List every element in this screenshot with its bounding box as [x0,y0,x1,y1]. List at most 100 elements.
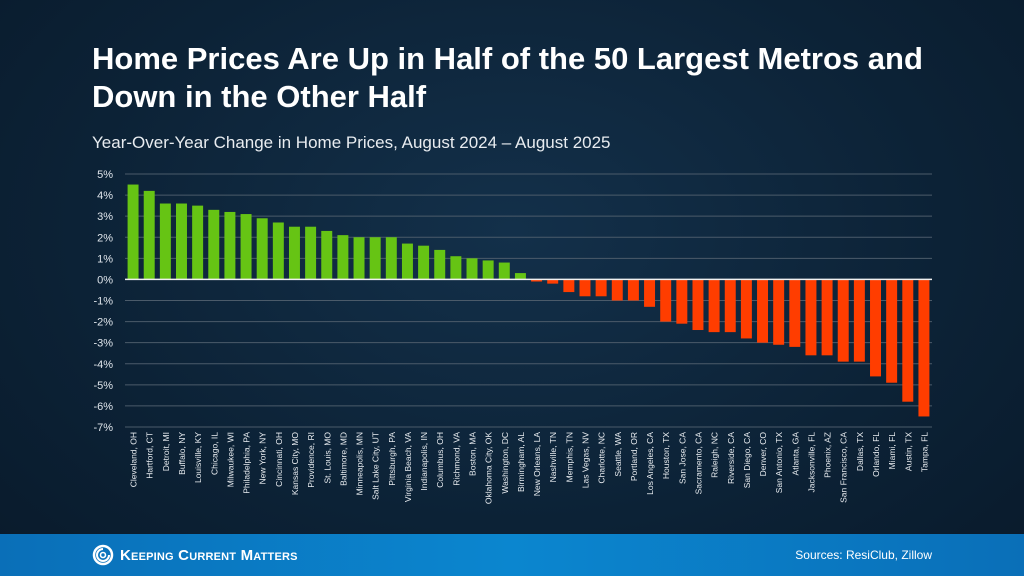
bar [757,279,769,343]
bar [127,184,139,280]
bar [627,279,639,301]
x-tick-label: Detroit, MI [161,432,171,471]
x-tick-label: Austin, TX [903,432,913,471]
bar-chart: 5% 4% 3% 2% 1% 0% -1% -2% -3% -4% -5% -6% -7% Clevela… [93,169,932,504]
x-tick-label: San Jose, CA [677,432,687,484]
bar [337,235,349,280]
bar [708,279,720,333]
x-tick-label: Portland, OR [629,432,639,481]
logo: Keeping Current Matters [92,544,298,566]
x-tick-label: Buffalo, NY [177,432,187,475]
x-tick-label: Atlanta, GA [790,432,800,476]
x-tick-label: Baltimore, MD [338,432,348,486]
bar [660,279,672,322]
bar [192,205,204,280]
x-tick-label: Hartford, CT [145,432,155,479]
bar [902,279,914,402]
bar [498,262,510,280]
bar [547,279,559,284]
y-tick-label: -2% [93,317,113,329]
x-tick-label: Oklahoma City, OK [484,432,494,504]
x-tick-label: Providence, RI [306,432,316,488]
y-tick-label: -7% [93,422,113,434]
y-tick-label: 2% [97,232,113,244]
y-tick-label: 5% [97,169,113,181]
y-tick-label: -4% [93,359,113,371]
x-tick-label: Nashville, TN [548,432,558,482]
x-tick-label: Houston, TX [661,432,671,479]
x-tick-label: Columbus, OH [435,432,445,488]
bar [240,214,252,280]
x-tick-label: Washington, DC [500,432,510,494]
x-tick-label: Los Angeles, CA [645,432,655,495]
bar [482,260,494,280]
y-tick-label: -1% [93,296,113,308]
bar [789,279,801,347]
x-tick-label: Charlotte, NC [597,432,607,484]
x-tick-label: Tampa, FL [919,432,929,472]
bar [272,222,284,280]
bar [870,279,881,377]
x-tick-label: Richmond, VA [451,432,461,486]
bar [740,279,752,339]
bar [821,279,833,356]
x-tick-label: New Orleans, LA [532,432,542,497]
bar [773,279,785,345]
x-tick-label: Seattle, WA [613,432,623,477]
x-tick-label: Sacramento, CA [693,432,703,495]
bar [176,203,187,280]
bar [288,226,300,280]
bar [450,256,462,280]
x-tick-label: Phoenix, AZ [823,432,833,478]
y-tick-label: -5% [93,380,113,392]
x-tick-label: Salt Lake City, UT [371,432,381,500]
bar [434,249,446,280]
chart-title: Home Prices Are Up in Half of the 50 Lar… [92,41,923,114]
y-tick-label: -6% [93,401,113,413]
x-tick-label: Dallas, TX [855,432,865,471]
bar [676,279,688,324]
y-tick-label: 4% [97,190,113,202]
bar [159,203,171,280]
bar [208,209,220,280]
bar [369,237,381,280]
bar [724,279,736,333]
bar [466,258,478,280]
y-tick-label: 0% [97,274,113,286]
x-tick-label: San Francisco, CA [839,432,849,503]
x-tick-label: Riverside, CA [726,432,736,484]
x-tick-label: Memphis, TN [564,432,574,482]
swirl-logo-icon [92,544,114,566]
bar [418,245,430,280]
bar [644,279,656,307]
bar [401,243,413,280]
footer-bar: Keeping Current Matters Sources: ResiClu… [0,534,1024,576]
bar [353,237,365,280]
bar [531,279,543,282]
x-tick-label: Miami, FL [887,432,897,470]
bar [256,218,268,280]
x-tick-label: Pittsburgh, PA [387,432,397,486]
bar [886,279,898,383]
bar [514,273,526,280]
bar [918,279,930,417]
x-tick-label: San Diego, CA [742,432,752,489]
x-tick-label: Kansas City, MO [290,432,300,496]
bar [837,279,849,362]
bar [805,279,817,356]
x-tick-label: Boston, MA [468,432,478,476]
x-tick-label: Cincinnati, OH [274,432,284,487]
x-tick-label: Minneapolis, MN [355,432,365,495]
x-tick-label: Las Vegas, NV [580,432,590,489]
x-tick-label: Denver, CO [758,432,768,477]
x-tick-label: Chicago, IL [209,432,219,475]
x-tick-label: Philadelphia, PA [242,432,252,494]
bar [143,190,155,280]
bar [853,279,865,362]
x-tick-label: Indianapolis, IN [419,432,429,491]
x-tick-label: Raleigh, NC [710,432,720,478]
bar [692,279,704,331]
bar [321,230,333,280]
x-tick-label: St. Louis, MO [322,432,332,484]
bar [611,279,623,301]
